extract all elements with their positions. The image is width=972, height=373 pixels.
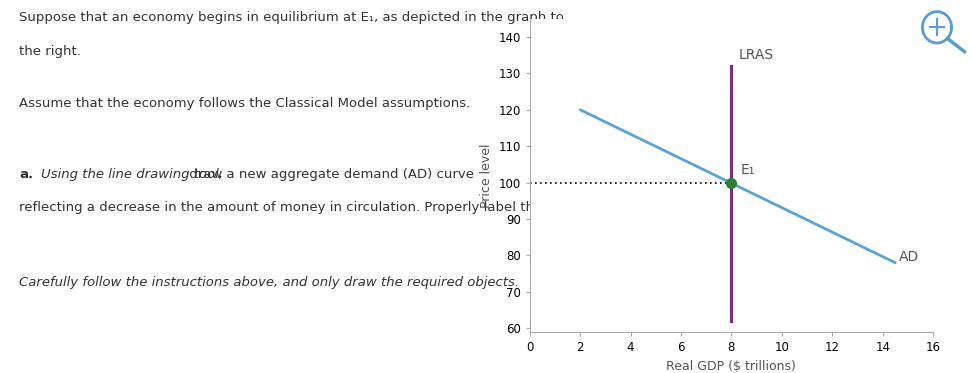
- X-axis label: Real GDP ($ trillions): Real GDP ($ trillions): [667, 360, 796, 373]
- Text: LRAS: LRAS: [739, 48, 774, 62]
- Text: Suppose that an economy begins in equilibrium at E₁, as depicted in the graph to: Suppose that an economy begins in equili…: [19, 11, 564, 24]
- Text: Assume that the economy follows the Classical Model assumptions.: Assume that the economy follows the Clas…: [19, 97, 470, 110]
- Text: Carefully follow the instructions above, and only draw the required objects.: Carefully follow the instructions above,…: [19, 276, 519, 289]
- Text: Using the line drawing tool,: Using the line drawing tool,: [41, 168, 224, 181]
- Text: a.: a.: [19, 168, 33, 181]
- Y-axis label: Price level: Price level: [480, 143, 493, 207]
- Text: AD: AD: [899, 250, 920, 264]
- Text: reflecting a decrease in the amount of money in circulation. Properly label this: reflecting a decrease in the amount of m…: [19, 201, 577, 214]
- Text: draw a new aggregate demand (AD) curve: draw a new aggregate demand (AD) curve: [186, 168, 474, 181]
- Text: E₁: E₁: [741, 163, 754, 177]
- Text: the right.: the right.: [19, 45, 82, 58]
